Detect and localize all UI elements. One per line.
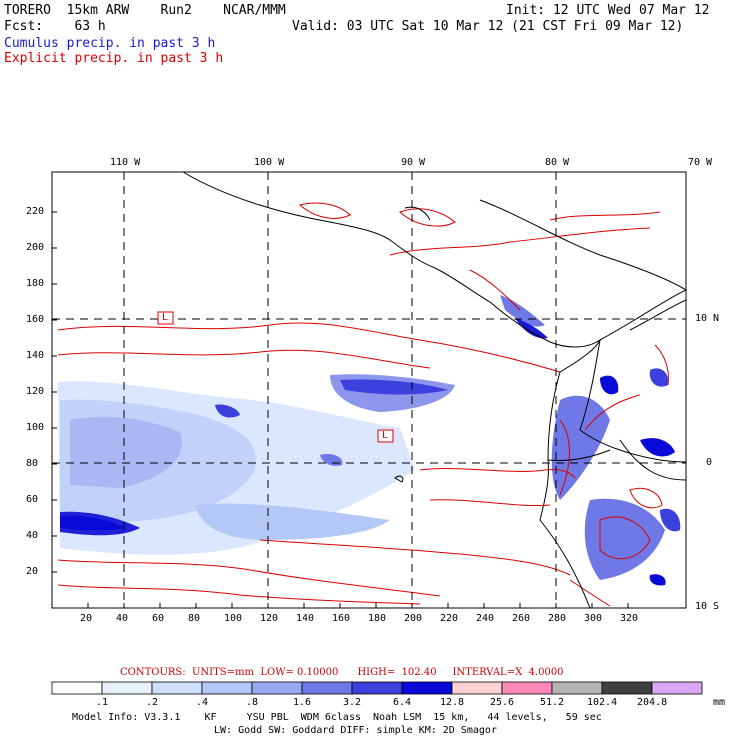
colorbar-segment [401,681,453,695]
x-tick-label: 80 [188,613,201,624]
forecast-hour: Fcst: 63 h [4,19,106,34]
lon-label: 110 W [110,157,141,168]
colorbar-unit: mm [713,697,726,708]
x-tick-label: 60 [152,613,165,624]
explicit-legend-text: Explicit precip. in past 3 h [4,51,224,66]
x-tick-label: 240 [476,613,495,624]
colorbar-label: 25.6 [490,697,515,708]
x-tick-label: 160 [332,613,351,624]
y-tick-label: 40 [26,530,39,541]
model-title: TORERO 15km ARW Run2 NCAR/MMM [4,3,286,18]
model-info-line1: Model Info: V3.3.1 KF YSU PBL WDM 6class… [72,712,602,723]
x-tick-label: 280 [548,613,567,624]
map-content [52,172,686,608]
colorbar-label: .4 [196,697,209,708]
low-marker-label: L [382,430,389,441]
x-tick-label: 300 [584,613,603,624]
colorbar-label: .1 [96,697,109,708]
axis-ticks [52,211,629,608]
y-tick-label: 180 [26,278,45,289]
colorbar-segment [51,681,103,695]
contour-info: CONTOURS: UNITS=mm LOW= 0.10000 HIGH= 10… [120,667,564,678]
y-tick-label: 220 [26,206,45,217]
x-tick-label: 320 [620,613,639,624]
coastlines [182,172,686,608]
model-info-line2: LW: Godd SW: Goddard DIFF: simple KM: 2D… [214,725,497,736]
colorbar-segment [201,681,253,695]
cumulus-legend-text: Cumulus precip. in past 3 h [4,36,216,51]
lat-label: 10 S [695,601,720,612]
y-tick-label: 20 [26,566,39,577]
lat-label: 0 [706,457,713,468]
lon-label: 90 W [401,157,426,168]
colorbar-segment [351,681,403,695]
colorbar-segment [451,681,503,695]
colorbar-segment [101,681,153,695]
colorbar [51,681,703,695]
colorbar-segment [151,681,203,695]
lon-label: 100 W [254,157,285,168]
colorbar-label: 12.8 [440,697,465,708]
x-tick-label: 100 [224,613,243,624]
y-tick-label: 140 [26,350,45,361]
low-marker-label: L [162,312,169,323]
y-tick-label: 80 [26,458,39,469]
valid-time: Valid: 03 UTC Sat 10 Mar 12 (21 CST Fri … [292,19,684,34]
explicit-precip-contours [57,202,669,607]
y-tick-label: 200 [26,242,45,253]
colorbar-label: 102.4 [587,697,618,708]
y-tick-label: 60 [26,494,39,505]
x-tick-label: 180 [368,613,387,624]
lon-label: 70 W [688,157,713,168]
colorbar-label: .8 [246,697,259,708]
y-tick-label: 120 [26,386,45,397]
colorbar-segment [551,681,603,695]
init-time: Init: 12 UTC Wed 07 Mar 12 [506,3,710,18]
colorbar-segment [601,681,653,695]
x-tick-label: 220 [440,613,459,624]
x-tick-label: 200 [404,613,423,624]
x-tick-label: 20 [80,613,93,624]
lat-label: 10 N [695,313,720,324]
map-frame [51,171,687,609]
y-tick-label: 100 [26,422,45,433]
colorbar-segment [501,681,553,695]
colorbar-label: 1.6 [293,697,312,708]
colorbar-label: 3.2 [343,697,362,708]
colorbar-label: 51.2 [540,697,565,708]
x-tick-label: 140 [296,613,315,624]
colorbar-segment [251,681,303,695]
colorbar-label: 204.8 [637,697,668,708]
colorbar-label: .2 [146,697,159,708]
lon-label: 80 W [545,157,570,168]
low-marker-box [377,429,394,443]
colorbar-segment [301,681,353,695]
cumulus-precip-field [58,295,681,586]
colorbar-segment [651,681,703,695]
x-tick-label: 120 [260,613,279,624]
x-tick-label: 260 [512,613,531,624]
low-marker-box [157,311,174,325]
x-tick-label: 40 [116,613,129,624]
colorbar-label: 6.4 [393,697,412,708]
y-tick-label: 160 [26,314,45,325]
